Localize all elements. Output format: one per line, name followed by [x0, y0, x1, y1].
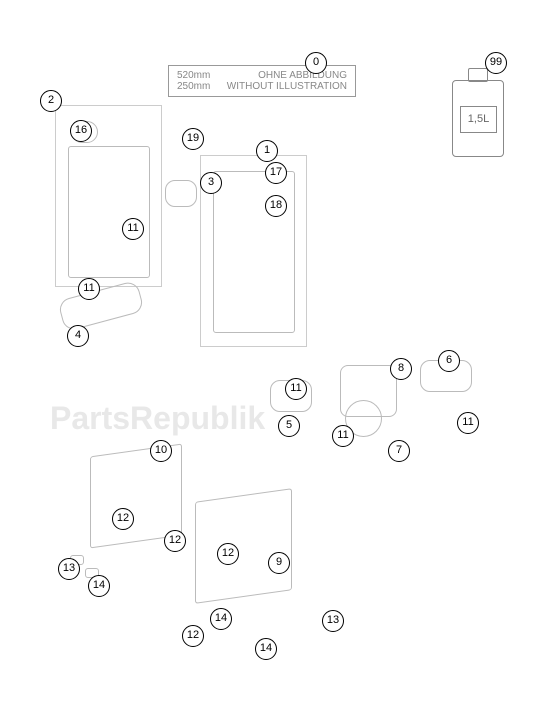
callout-9: 9 — [268, 552, 290, 574]
callout-number: 13 — [322, 610, 344, 632]
callout-number: 11 — [285, 378, 307, 400]
callout-number: 11 — [78, 278, 100, 300]
radiator-left-body — [68, 146, 150, 278]
callout-number: 18 — [265, 195, 287, 217]
callout-number: 9 — [268, 552, 290, 574]
callout-99: 99 — [485, 52, 507, 74]
callout-number: 1 — [256, 140, 278, 162]
callout-number: 12 — [164, 530, 186, 552]
callout-11: 11 — [332, 425, 354, 447]
callout-13: 13 — [58, 558, 80, 580]
callout-number: 16 — [70, 120, 92, 142]
bottle-label: 1,5L — [460, 106, 497, 133]
callout-12: 12 — [164, 530, 186, 552]
callout-12: 12 — [217, 543, 239, 565]
callout-number: 14 — [210, 608, 232, 630]
callout-number: 8 — [390, 358, 412, 380]
callout-11: 11 — [78, 278, 100, 300]
callout-number: 12 — [217, 543, 239, 565]
callout-number: 13 — [58, 558, 80, 580]
callout-8: 8 — [390, 358, 412, 380]
watermark-text: PartsRepublik — [50, 400, 265, 437]
callout-19: 19 — [182, 128, 204, 150]
callout-number: 6 — [438, 350, 460, 372]
callout-16: 16 — [70, 120, 92, 142]
callout-5: 5 — [278, 415, 300, 437]
callout-14: 14 — [210, 608, 232, 630]
callout-10: 10 — [150, 440, 172, 462]
callout-number: 14 — [255, 638, 277, 660]
callout-11: 11 — [457, 412, 479, 434]
callout-1: 1 — [256, 140, 278, 162]
no-illustration-en: WITHOUT ILLUSTRATION — [227, 81, 347, 92]
callout-2: 2 — [40, 90, 62, 112]
dim-520: 520mm — [177, 70, 210, 81]
callout-7: 7 — [388, 440, 410, 462]
dim-250: 250mm — [177, 81, 210, 92]
hose-3 — [165, 180, 197, 207]
callout-18: 18 — [265, 195, 287, 217]
callout-number: 11 — [332, 425, 354, 447]
callout-11: 11 — [122, 218, 144, 240]
info-box: 520mm OHNE ABBILDUNG 250mm WITHOUT ILLUS… — [168, 65, 356, 97]
callout-12: 12 — [182, 625, 204, 647]
callout-number: 4 — [67, 325, 89, 347]
callout-0: 0 — [305, 52, 327, 74]
guard-9 — [195, 488, 292, 604]
callout-number: 3 — [200, 172, 222, 194]
callout-14: 14 — [88, 575, 110, 597]
callout-number: 5 — [278, 415, 300, 437]
callout-number: 14 — [88, 575, 110, 597]
callout-13: 13 — [322, 610, 344, 632]
callout-number: 99 — [485, 52, 507, 74]
callout-number: 10 — [150, 440, 172, 462]
callout-17: 17 — [265, 162, 287, 184]
callout-number: 19 — [182, 128, 204, 150]
callout-number: 7 — [388, 440, 410, 462]
callout-number: 12 — [182, 625, 204, 647]
callout-14: 14 — [255, 638, 277, 660]
callout-6: 6 — [438, 350, 460, 372]
no-illustration-de: OHNE ABBILDUNG — [258, 70, 347, 81]
callout-11: 11 — [285, 378, 307, 400]
callout-number: 0 — [305, 52, 327, 74]
callout-4: 4 — [67, 325, 89, 347]
callout-number: 11 — [457, 412, 479, 434]
callout-3: 3 — [200, 172, 222, 194]
coolant-bottle: 1,5L — [452, 80, 504, 157]
callout-number: 12 — [112, 508, 134, 530]
callout-12: 12 — [112, 508, 134, 530]
callout-number: 17 — [265, 162, 287, 184]
callout-number: 2 — [40, 90, 62, 112]
callout-number: 11 — [122, 218, 144, 240]
